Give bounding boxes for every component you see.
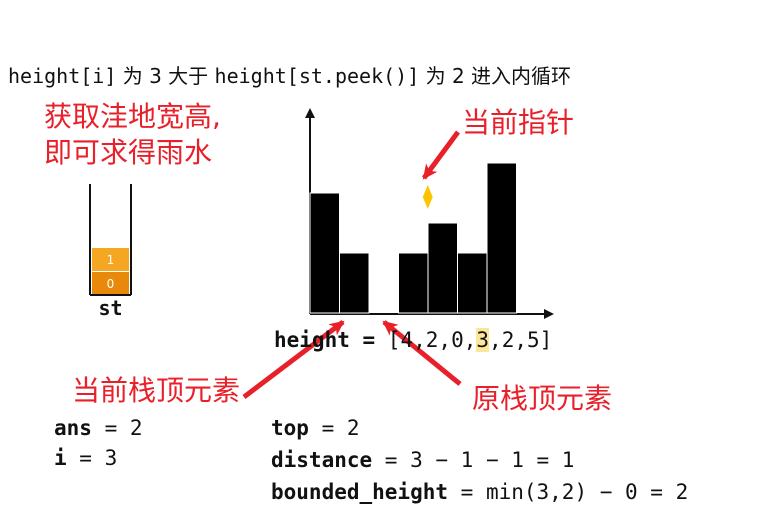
ans-value: = 2 — [91, 416, 143, 440]
bar — [457, 252, 488, 314]
height-open-bracket: [ — [387, 328, 401, 352]
height-value-2: 0 — [451, 328, 464, 352]
bounded-height-line: bounded_height = min(3,2) − 0 = 2 — [271, 480, 688, 504]
bar — [398, 252, 429, 314]
height-eq: = — [349, 328, 388, 352]
compute-label-line2: 即可求得雨水 — [44, 136, 213, 169]
distance-name: distance — [271, 448, 373, 472]
original-top-label: 原栈顶元素 — [472, 382, 613, 415]
height-name: height — [274, 328, 350, 352]
height-value-5: 5 — [527, 328, 540, 352]
distance-value: = 3 − 1 − 1 = 1 — [372, 448, 575, 472]
ans-name: ans — [54, 416, 92, 440]
height-sep: , — [438, 328, 452, 352]
top-value: = 2 — [308, 416, 360, 440]
bounded-height-value: = min(3,2) − 0 = 2 — [448, 480, 689, 504]
bar — [486, 162, 517, 314]
ans-line: ans = 2 — [54, 416, 143, 440]
i-value: = 3 — [66, 446, 118, 470]
height-close-bracket: ] — [539, 328, 553, 352]
stack-item-0-label: 0 — [107, 277, 115, 291]
i-line: i = 3 — [54, 446, 117, 470]
height-array: height = [4,2,0,3,2,5] — [274, 328, 552, 352]
distance-line: distance = 3 − 1 − 1 = 1 — [271, 448, 574, 472]
original-top-arrow — [382, 320, 462, 386]
height-value-4: 2 — [501, 328, 515, 352]
current-pointer-label: 当前指针 — [462, 106, 575, 139]
height-sep: , — [413, 328, 426, 352]
height-sep: , — [514, 328, 528, 352]
current-pointer-arrow — [421, 130, 461, 180]
current-top-label: 当前栈顶元素 — [72, 374, 241, 407]
caption-text-1: 为 3 大于 — [116, 64, 215, 88]
i-name: i — [54, 446, 67, 470]
bar — [309, 192, 340, 314]
bars-group — [309, 162, 517, 314]
height-sep: , — [463, 328, 477, 352]
compute-label-line1: 获取洼地宽高, — [44, 100, 221, 133]
top-name: top — [271, 416, 309, 440]
stack-label: st — [98, 296, 122, 320]
bar — [427, 222, 458, 314]
stack-item-0 — [92, 272, 129, 294]
stack-container: 0 1 st — [89, 184, 132, 320]
stack-item-1-label: 1 — [107, 253, 115, 267]
stack-item-1 — [92, 248, 129, 271]
caption-code-2: height[st.peek()] — [214, 64, 420, 88]
height-sep: , — [489, 328, 502, 352]
bounded-height-name: bounded_height — [271, 480, 449, 504]
caption-text-2: 为 2 进入内循环 — [419, 64, 572, 88]
top-line: top = 2 — [271, 416, 360, 440]
current-top-arrow — [242, 320, 345, 399]
caption: height[i] 为 3 大于 height[st.peek()] 为 2 进… — [8, 60, 571, 89]
bar — [339, 252, 370, 314]
current-pointer-icon — [422, 185, 433, 209]
height-value-1: 2 — [425, 328, 439, 352]
height-value-3-highlighted: 3 — [476, 328, 490, 352]
height-value-0: 4 — [400, 328, 414, 352]
caption-code-1: height[i] — [8, 64, 117, 88]
